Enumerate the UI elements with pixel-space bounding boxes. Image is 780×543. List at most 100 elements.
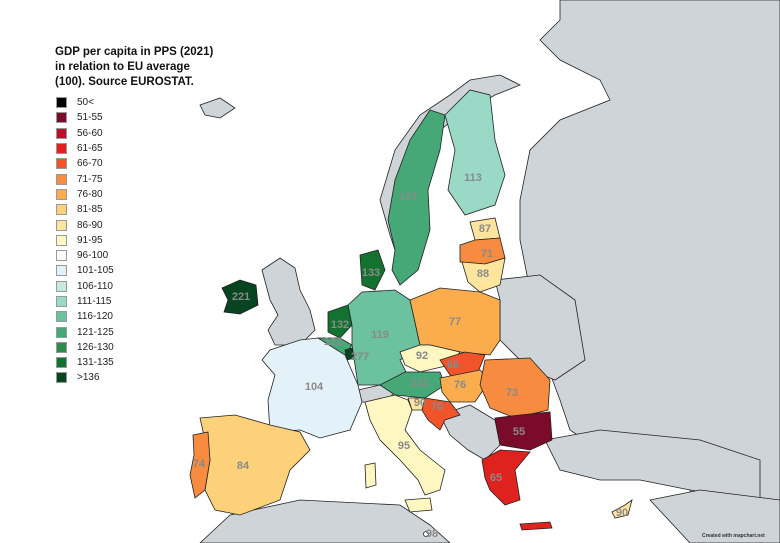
north-africa-region	[199, 499, 451, 543]
country-label-luxembourg: 277	[350, 351, 370, 363]
country-label-portugal: 74	[192, 458, 206, 470]
legend-label: 121-125	[77, 326, 114, 338]
middle-east-region	[649, 489, 780, 543]
legend-item: 50<	[56, 95, 114, 110]
credit-text: Created with mapchart.net	[702, 533, 765, 539]
portugal-region	[189, 431, 211, 499]
legend-label: 71-75	[77, 173, 103, 185]
italy-region	[364, 394, 446, 496]
legend-item: 131-135	[56, 355, 114, 370]
legend-item: 126-130	[56, 340, 114, 355]
legend-item: 116-120	[56, 309, 114, 324]
country-label-latvia: 71	[480, 248, 494, 260]
legend-label: 81-85	[77, 204, 103, 216]
country-label-czechia: 92	[415, 350, 429, 362]
country-label-hungary: 76	[453, 379, 467, 391]
legend-swatch	[56, 326, 67, 338]
country-label-finland: 113	[464, 172, 482, 184]
country-label-greece: 65	[489, 472, 503, 484]
legend-swatch	[56, 112, 67, 124]
legend-label: 111-115	[77, 296, 112, 307]
title-line-2: in relation to EU average	[55, 61, 190, 73]
legend-label: 96-100	[77, 250, 109, 262]
country-label-slovakia: 68	[446, 359, 460, 371]
legend-swatch	[56, 296, 67, 307]
crete-region	[519, 521, 553, 531]
sicily-region	[404, 497, 433, 513]
legend-swatch	[56, 250, 67, 262]
balkans-region	[439, 404, 501, 461]
country-label-cyprus: 90	[615, 507, 629, 519]
finland-region	[444, 89, 506, 216]
legend-item: 66-70	[56, 156, 114, 171]
ireland-region	[221, 279, 259, 315]
country-label-ireland: 221	[231, 291, 251, 303]
legend-item: 91-95	[56, 233, 114, 248]
legend-swatch	[56, 173, 67, 185]
legend-item: 101-105	[56, 263, 114, 278]
legend-swatch	[56, 265, 67, 277]
country-label-belgium: 122	[323, 336, 343, 348]
legend-label: 106-110	[77, 280, 113, 292]
country-label-romania: 73	[505, 387, 519, 399]
legend-label: 101-105	[77, 265, 114, 277]
legend-swatch	[56, 97, 67, 109]
croatia-region	[421, 397, 461, 431]
legend-swatch	[56, 127, 67, 139]
legend-label: 51-55	[77, 112, 103, 124]
legend-item: 111-115	[56, 294, 114, 309]
legend-label: 131-135	[77, 357, 114, 369]
legend-item: 106-110	[56, 279, 114, 294]
cyprus-region	[611, 499, 633, 519]
country-label-lithuania: 88	[476, 268, 490, 280]
hungary-region	[439, 369, 491, 403]
sardinia-region	[364, 462, 377, 489]
legend-item: 81-85	[56, 202, 114, 217]
country-label-france: 104	[304, 381, 324, 393]
legend-label: 126-130	[77, 341, 114, 353]
legend-swatch	[56, 280, 67, 292]
title-line-3: (100). Source EUROSTAT.	[55, 76, 194, 88]
legend-label: 56-60	[77, 127, 103, 139]
legend-swatch	[56, 357, 67, 369]
country-label-malta: 98	[425, 528, 439, 540]
greece-region	[481, 449, 531, 506]
country-label-estonia: 87	[478, 223, 492, 235]
country-label-sweden: 123	[398, 191, 418, 203]
legend-swatch	[56, 219, 67, 231]
legend-label: 66-70	[77, 158, 103, 170]
legend-item: 121-125	[56, 324, 114, 339]
legend-swatch	[56, 188, 67, 200]
legend-item: 76-80	[56, 187, 114, 202]
bulgaria-region	[494, 411, 553, 451]
legend-swatch	[56, 204, 67, 216]
legend-label: 76-80	[77, 188, 103, 200]
legend-item: 86-90	[56, 217, 114, 232]
country-label-spain: 84	[236, 460, 250, 472]
map-title: GDP per capita in PPS (2021) in relation…	[55, 45, 255, 90]
legend-item: 96-100	[56, 248, 114, 263]
malta-marker	[423, 531, 429, 537]
legend-swatch	[56, 143, 67, 155]
country-label-italy: 95	[397, 440, 411, 452]
country-label-slovenia: 90	[413, 397, 427, 409]
country-label-austria: 121	[410, 377, 430, 389]
country-label-germany: 119	[371, 329, 389, 341]
legend-label: 116-120	[77, 311, 113, 323]
sweden-region	[387, 109, 446, 286]
legend-label: 91-95	[77, 234, 103, 246]
legend: 50< 51-55 56-60 61-65 66-70 71-75 76-80 81-85 86…	[56, 95, 114, 386]
legend-swatch	[56, 311, 67, 323]
legend-swatch	[56, 158, 67, 170]
netherlands-region	[327, 304, 353, 339]
legend-label: >136	[77, 372, 100, 384]
lithuania-region	[461, 257, 506, 293]
country-label-croatia: 70	[430, 401, 444, 413]
legend-swatch	[56, 372, 67, 384]
uk-region	[261, 257, 316, 346]
legend-label: 61-65	[77, 143, 103, 155]
country-label-netherlands: 132	[330, 319, 350, 331]
denmark-region	[359, 249, 386, 291]
country-label-denmark: 133	[361, 267, 381, 279]
